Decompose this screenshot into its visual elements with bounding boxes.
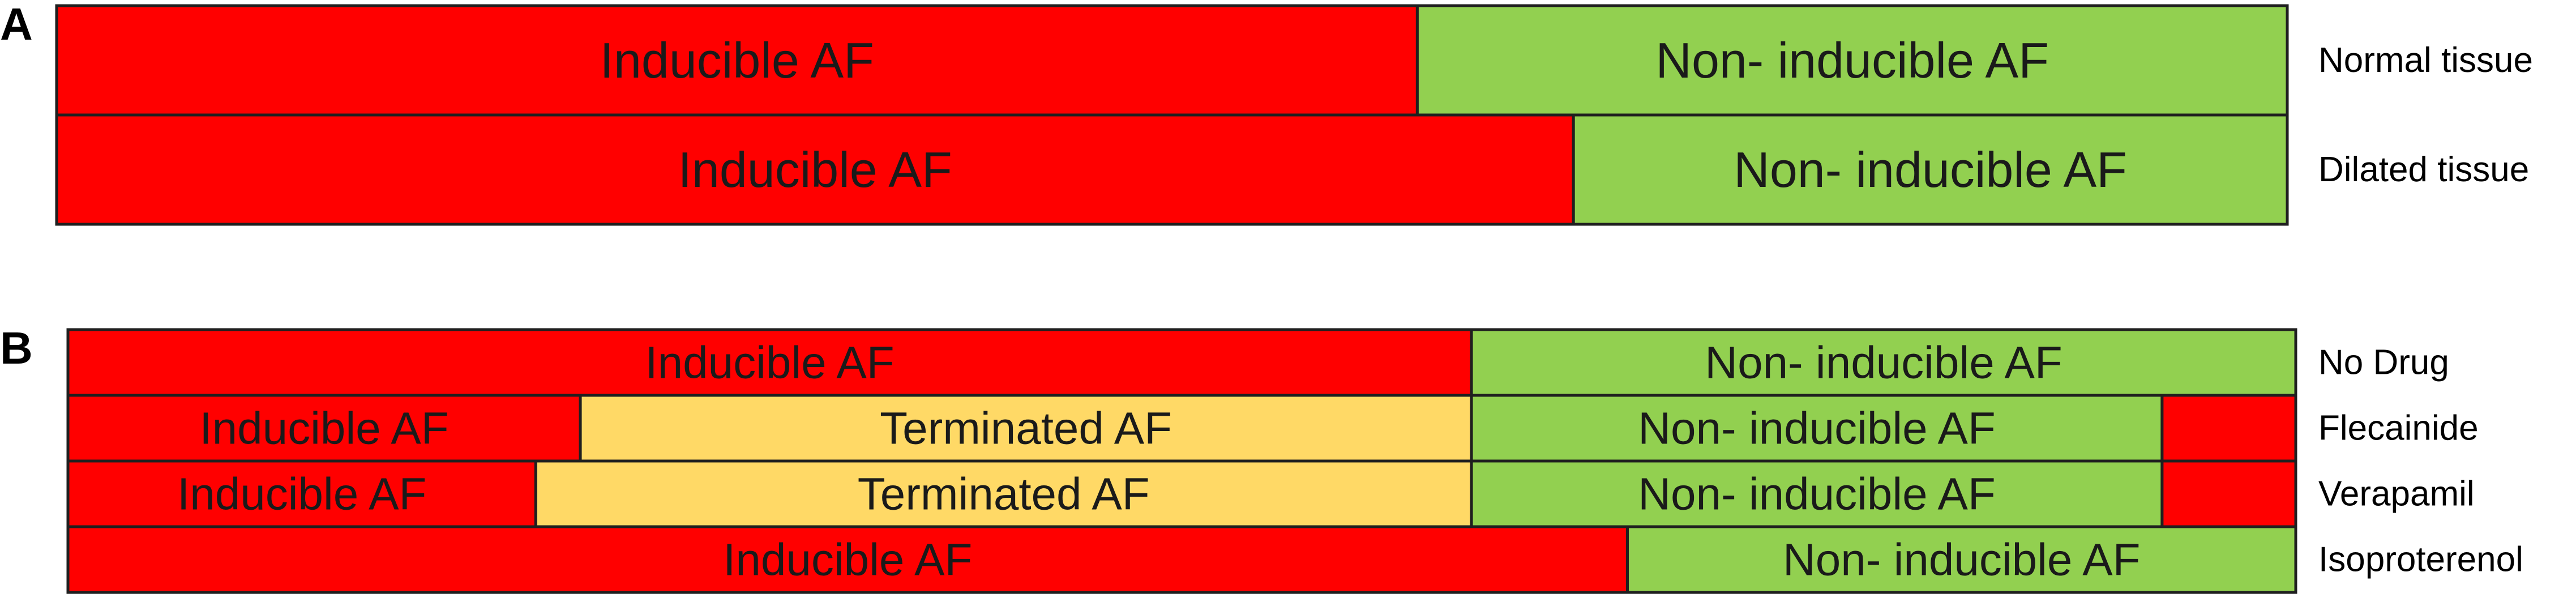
segment-label: Non- inducible AF (1655, 32, 2049, 88)
bar-segment-non-inducible (1415, 4, 2289, 117)
panel-a: A Inducible AF Non- inducible AF Normal tis… (0, 0, 2533, 226)
panel-b: B Inducible AF Non- inducible AF No DrugInd… (0, 323, 2523, 594)
bar-segment-inducible (55, 113, 1575, 226)
bar-row: Inducible AF Non- inducible AF Dilated tis… (55, 113, 2529, 226)
segment-label: Inducible AF (723, 535, 972, 585)
row-label: Normal tissue (2318, 41, 2533, 80)
bar-row: Inducible AF Non- inducible AF Normal tiss… (55, 4, 2533, 117)
segment-label: Non- inducible AF (1705, 338, 2062, 388)
panel-letter: A (0, 0, 33, 49)
bar-segment-non-inducible (1470, 459, 2164, 528)
row-label: No Drug (2318, 343, 2449, 382)
bar-segment-non-inducible (1572, 113, 2289, 226)
bar-segment-inducible (66, 459, 537, 528)
segment-label: Non- inducible AF (1734, 142, 2127, 198)
bar-segment-inducible (55, 4, 1419, 117)
segment-label: Terminated AF (858, 469, 1150, 519)
bar-segment-inducible (66, 525, 1629, 594)
bar-row: Inducible AF Terminated AF Non- inducible … (66, 394, 2479, 463)
row-label: Flecainide (2318, 409, 2479, 448)
segment-label: Terminated AF (880, 403, 1172, 454)
bar-row: Inducible AF Non- inducible AF Isoproteren… (66, 525, 2523, 594)
segment-label: Inducible AF (199, 403, 448, 454)
bar-segment-inducible (2160, 459, 2297, 528)
bar-segment-non-inducible (1626, 525, 2297, 594)
segment-label: Inducible AF (645, 338, 894, 388)
row-label: Isoproterenol (2318, 540, 2523, 579)
segment-label: Inducible AF (600, 32, 874, 88)
bar-row: Inducible AF Non- inducible AF No Drug (66, 328, 2449, 397)
bar-row: Inducible AF Terminated AF Non- inducible … (66, 459, 2475, 528)
segment-label: Inducible AF (678, 142, 952, 198)
segment-label: Non- inducible AF (1783, 535, 2140, 585)
row-label: Verapamil (2318, 475, 2475, 514)
panel-letter: B (0, 323, 33, 373)
segment-label: Non- inducible AF (1638, 403, 1995, 454)
segment-label: Non- inducible AF (1638, 469, 1995, 519)
bar-segment-inducible (2160, 394, 2297, 463)
bar-segment-terminated (579, 394, 1473, 463)
bar-segment-non-inducible (1470, 328, 2297, 397)
segment-label: Inducible AF (177, 469, 426, 519)
row-label: Dilated tissue (2318, 150, 2529, 189)
